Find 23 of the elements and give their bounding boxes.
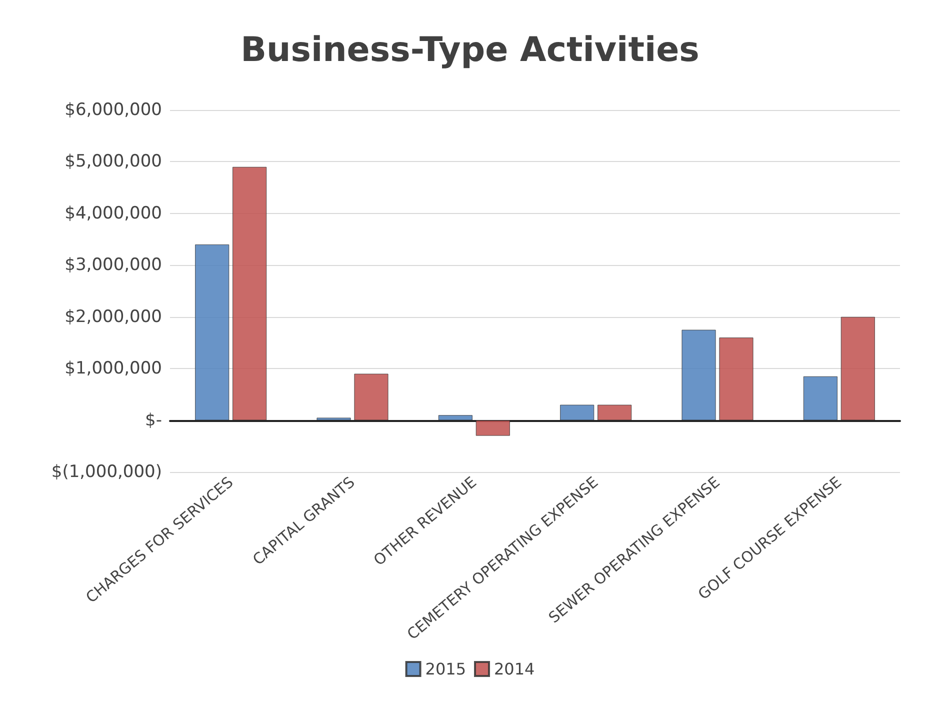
y-tick-label: $2,000,000 [64,306,162,327]
bar [560,404,594,420]
y-tick-label: $1,000,000 [64,358,162,379]
bar [803,376,838,420]
y-tick-label: $- [145,410,162,430]
y-tick-label: $4,000,000 [64,203,162,224]
bar [476,420,510,436]
bar [682,330,716,420]
y-tick-label: $(1,000,000) [51,462,162,482]
chart-title: Business-Type Activities [240,30,700,70]
bar [840,316,875,420]
bar [195,244,230,420]
bar [316,418,351,420]
legend-label: 2014 [494,660,535,678]
bar [232,166,267,420]
bar [354,374,388,420]
y-tick-label: $6,000,000 [64,100,162,120]
y-tick-label: $3,000,000 [64,255,162,276]
y-tick-label: $5,000,000 [64,152,162,172]
legend-label: 2015 [425,660,466,678]
bar [438,415,472,420]
bar [598,404,632,420]
bar [719,338,754,420]
